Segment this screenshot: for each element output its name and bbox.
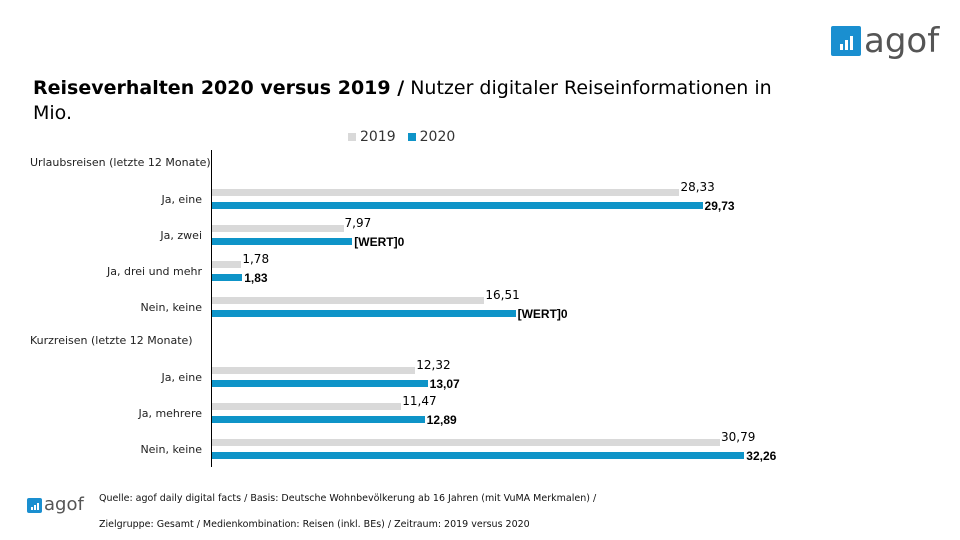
- data-label-2019: 7,97: [344, 216, 372, 230]
- data-label-2020: 29,73: [704, 199, 735, 213]
- data-label-2019: 30,79: [721, 430, 756, 444]
- data-label-2019: 16,51: [485, 288, 520, 302]
- chart-legend: 2019 2020: [348, 129, 455, 145]
- category-label: Nein, keine: [140, 443, 202, 456]
- bar-2019: [212, 439, 721, 446]
- bar-2020: [212, 310, 516, 317]
- category-label: Ja, mehrere: [138, 407, 202, 420]
- data-label-2020: 13,07: [429, 377, 460, 391]
- data-label-2019: 28,33: [680, 180, 715, 194]
- data-label-2020: [WERT]0: [354, 235, 405, 249]
- data-label-2019: 11,47: [402, 394, 437, 408]
- bar-2019: [212, 297, 485, 304]
- bar-2020: [212, 416, 425, 423]
- bar-2019: [212, 189, 680, 196]
- bar-2019: [212, 261, 242, 268]
- category-axis: [211, 150, 212, 467]
- data-label-2020: 12,89: [426, 413, 457, 427]
- bar-2020: [212, 202, 703, 209]
- bar-2019: [212, 367, 416, 374]
- data-label-2019: 12,32: [416, 358, 451, 372]
- bar-2020: [212, 238, 353, 245]
- category-label: Ja, eine: [161, 193, 202, 206]
- source-note: Quelle: agof daily digital facts / Basis…: [99, 493, 597, 530]
- legend-label: 2020: [419, 129, 456, 145]
- bar-2020: [212, 274, 243, 281]
- data-label-2020: 32,26: [746, 449, 777, 463]
- category-label: Ja, eine: [161, 371, 202, 384]
- legend-swatch: [348, 133, 356, 141]
- agof-logo: agof: [831, 24, 939, 58]
- category-label: Nein, keine: [140, 301, 202, 314]
- category-label: Ja, zwei: [160, 229, 202, 242]
- group-label: Urlaubsreisen (letzte 12 Monate): [30, 156, 211, 169]
- bar-2019: [212, 403, 402, 410]
- page-title: Reiseverhalten 2020 versus 2019 / Nutzer…: [33, 77, 772, 124]
- legend-label: 2019: [360, 129, 396, 145]
- bar-2020: [212, 380, 428, 387]
- bar-2020: [212, 452, 745, 459]
- legend-item-2019: 2019: [348, 129, 396, 145]
- data-label-2020: [WERT]0: [517, 307, 568, 321]
- data-label-2020: 1,83: [244, 271, 268, 285]
- agof-footer-logo: agof: [27, 496, 84, 514]
- category-label: Ja, drei und mehr: [107, 265, 202, 278]
- group-label: Kurzreisen (letzte 12 Monate): [30, 334, 193, 347]
- data-label-2019: 1,78: [242, 252, 270, 266]
- legend-swatch: [407, 133, 416, 141]
- legend-item-2020: 2020: [407, 129, 456, 145]
- bar-2019: [212, 225, 344, 232]
